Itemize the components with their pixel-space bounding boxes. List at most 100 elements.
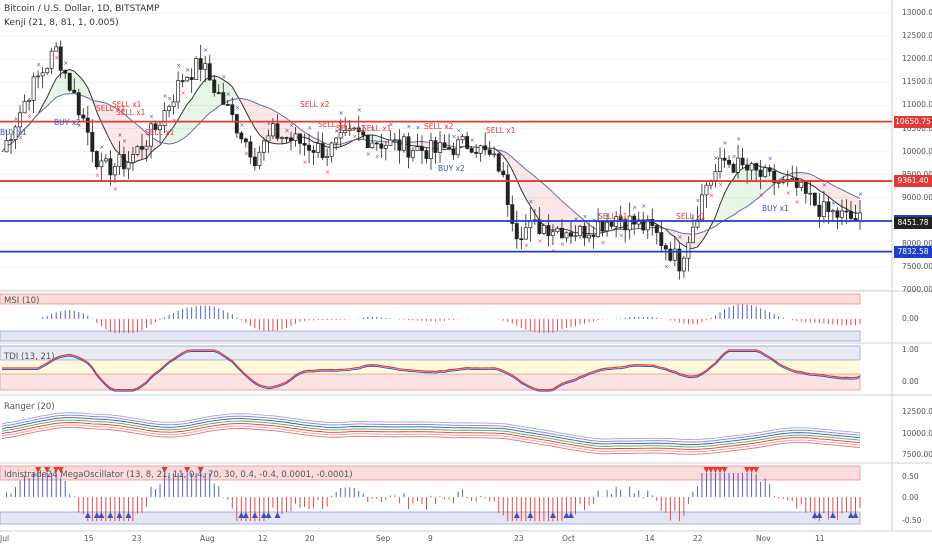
candle-body (555, 227, 560, 233)
mega-buy-arrow (116, 512, 123, 518)
ranger-tick: 7500.00 (902, 450, 932, 459)
buy-marker: × (370, 126, 375, 133)
candle-body (587, 234, 592, 239)
kenji-cloud (313, 137, 319, 143)
candle-body (541, 225, 546, 234)
candle-body (261, 140, 266, 153)
price-tick: 13000.00 (902, 8, 932, 18)
sell-marker: × (366, 151, 371, 158)
candle-body (636, 219, 641, 225)
buy-marker: × (406, 124, 411, 131)
tdi-label[interactable]: TDI (13, 21) (4, 352, 55, 362)
candle-body (763, 167, 768, 177)
kenji-cloud (137, 124, 142, 161)
kenji-cloud (232, 86, 237, 100)
buy-marker: × (334, 128, 339, 135)
candle-body (63, 70, 68, 74)
candle-body (329, 142, 334, 157)
kenji-cloud (51, 78, 57, 102)
candle-body (298, 133, 302, 144)
kenji-cloud (534, 176, 540, 221)
candle-body (307, 144, 312, 151)
sell-signal-label: SELL x2 (300, 100, 330, 109)
sell-marker: × (181, 90, 186, 97)
kenji-cloud (525, 169, 531, 207)
buy-marker: × (99, 144, 104, 151)
candle-body (844, 210, 849, 213)
mega-sell-arrow (197, 467, 204, 473)
candle-body (311, 150, 316, 153)
candle-body (803, 181, 808, 194)
buy-marker: × (226, 91, 231, 98)
candle-body (424, 150, 429, 159)
buy-marker: × (831, 200, 836, 207)
buy-marker: × (221, 74, 226, 81)
sell-marker: × (709, 193, 714, 200)
candle-body (27, 100, 32, 102)
sell-marker: × (601, 240, 606, 247)
mega-tick: 0.50 (902, 472, 919, 481)
buy-marker: × (122, 138, 127, 145)
kenji-cloud (747, 164, 752, 207)
kenji-cloud (832, 185, 838, 204)
mega-sell-arrow (748, 467, 755, 473)
candle-body (835, 210, 840, 218)
kenji-cloud (530, 172, 535, 214)
candle-body (749, 163, 754, 171)
mega-lower-band (0, 511, 861, 525)
ranger-label[interactable]: Ranger (20) (4, 402, 55, 412)
sell-marker: × (537, 238, 542, 245)
ranger-line (1, 427, 861, 455)
candle-body (429, 140, 433, 159)
candle-body (365, 134, 370, 149)
candle-body (569, 232, 573, 237)
candle-body (731, 163, 736, 173)
buy-signal-label: BUY x2 (438, 164, 465, 173)
candle-body (270, 123, 275, 137)
candle-body (320, 143, 325, 159)
buy-marker: × (289, 123, 294, 130)
buy-marker: × (736, 136, 741, 143)
kenji-cloud (548, 188, 553, 231)
candle-body (397, 139, 402, 151)
mega-sell-arrow (53, 467, 60, 473)
sell-marker: × (303, 159, 308, 166)
kenji-cloud (128, 117, 133, 164)
kenji-cloud (557, 196, 562, 230)
kenji-cloud (828, 182, 833, 201)
kenji-cloud (552, 192, 558, 231)
candle-body (451, 148, 456, 156)
indicator-main-label[interactable]: Kenji (21, 8, 81, 1, 0.005) (4, 18, 119, 28)
candle-body (609, 221, 614, 227)
candle-body (18, 112, 23, 128)
candle-body (167, 106, 172, 112)
kenji-cloud (670, 229, 675, 237)
candle-body (162, 110, 167, 126)
mega-sell-arrow (44, 467, 51, 473)
mega-oscillator-label[interactable]: Idnistrade24 MegaOscillator (13, 8, 21, … (4, 470, 353, 480)
candle-body (849, 211, 853, 219)
kenji-cloud (814, 176, 820, 191)
price-tag: 8451.78 (894, 217, 932, 230)
mega-buy-arrow (847, 512, 854, 518)
candle-body (158, 125, 163, 131)
price-tick: 9000.00 (902, 192, 932, 202)
candle-body (248, 141, 253, 158)
candle-body (492, 153, 497, 156)
candle-body (131, 154, 135, 163)
kenji-cloud (729, 178, 734, 218)
msi-label[interactable]: MSI (10) (4, 296, 40, 306)
candle-body (501, 170, 506, 176)
price-tag: 10650.75 (894, 115, 932, 128)
ranger-tick: 12500.00 (902, 407, 932, 416)
candle-body (447, 147, 452, 150)
panel-bg (0, 396, 892, 462)
panel-bg (0, 292, 892, 342)
kenji-cloud (56, 73, 61, 98)
candle-body (839, 210, 844, 218)
candle-body (799, 181, 804, 188)
candle-body (564, 232, 569, 239)
tdi-lower-band (0, 373, 861, 391)
candle-body (790, 178, 795, 180)
